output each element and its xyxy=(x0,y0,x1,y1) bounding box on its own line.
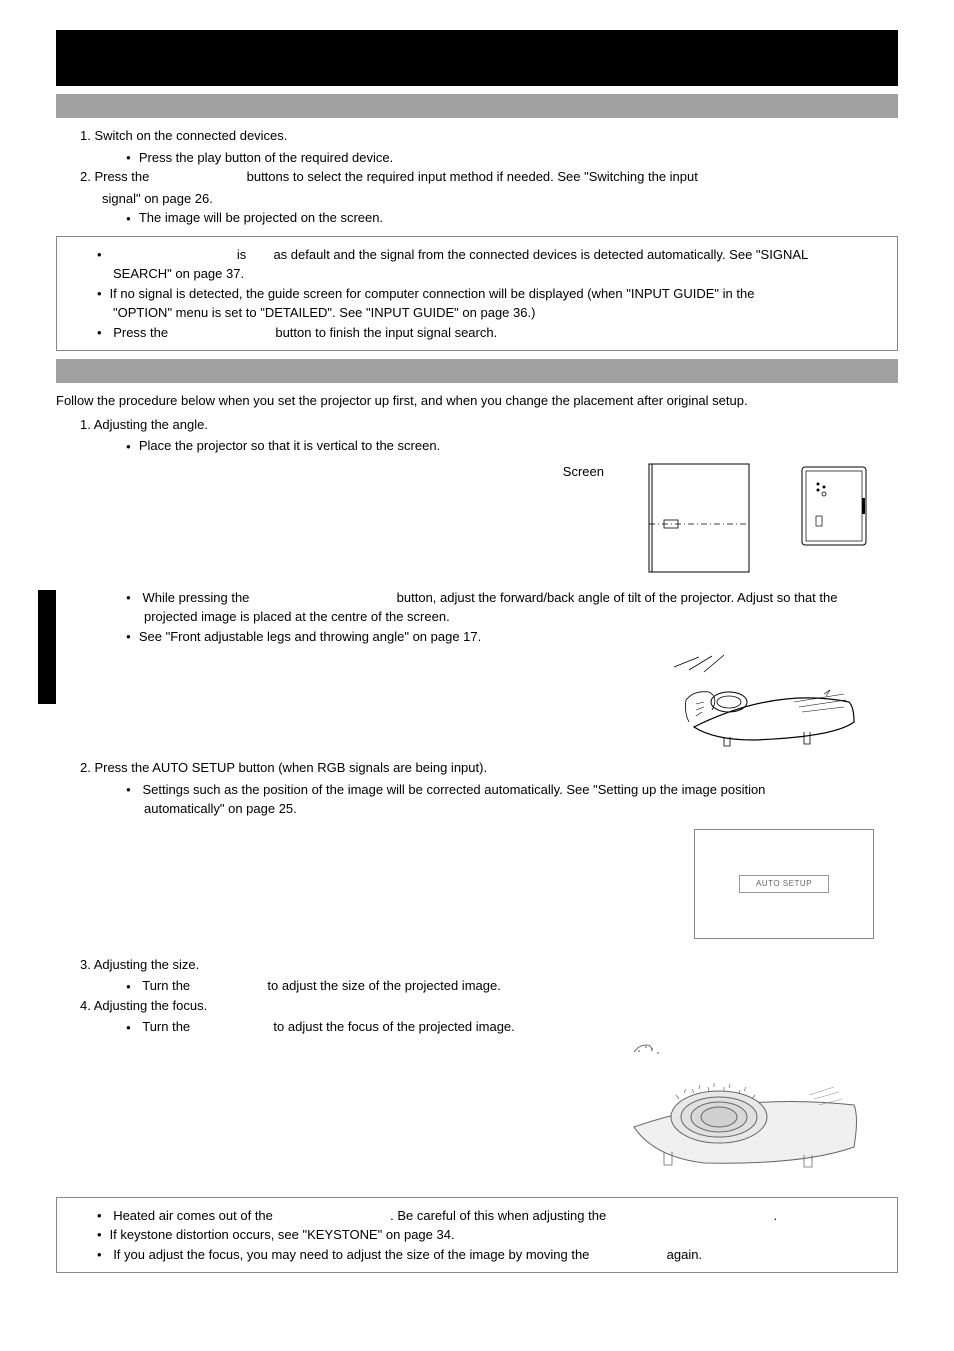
note2-item3-b: again. xyxy=(667,1247,702,1262)
section-2-content-cont: While pressing the button, adjust the fo… xyxy=(56,588,898,647)
step2-3-bullet-a: Turn the xyxy=(142,978,194,993)
section-header-1 xyxy=(56,94,898,118)
step2-1-bullet2-b: button, adjust the forward/back angle of… xyxy=(397,590,838,605)
auto-setup-label: AUTO SETUP xyxy=(739,875,829,893)
step-2-text-b: buttons to select the required input met… xyxy=(247,169,698,184)
note2-item2: If keystone distortion occurs, see "KEYS… xyxy=(97,1225,881,1245)
note1-item2: If no signal is detected, the guide scre… xyxy=(97,284,881,304)
projector-angle-diagram xyxy=(654,652,874,752)
note1-item1: is as default and the signal from the co… xyxy=(97,245,881,265)
section-2-content: 1. Adjusting the angle. Place the projec… xyxy=(56,415,898,456)
page-header xyxy=(56,30,898,86)
step2-4-bullet: Turn the to adjust the focus of the proj… xyxy=(126,1017,898,1037)
note1-item3-b: button to finish the input signal search… xyxy=(275,325,497,340)
note2-item3-a: If you adjust the focus, you may need to… xyxy=(113,1247,593,1262)
step2-4: 4. Adjusting the focus. xyxy=(80,996,898,1016)
note2-item1-c: . xyxy=(773,1208,777,1223)
step-2: 2. Press the buttons to select the requi… xyxy=(80,167,898,187)
note2-item1-a: Heated air comes out of the xyxy=(113,1208,276,1223)
note2-item3: If you adjust the focus, you may need to… xyxy=(97,1245,881,1265)
step-2-bullet: The image will be projected on the scree… xyxy=(126,208,898,228)
step-2-cont: signal" on page 26. xyxy=(80,189,898,209)
screen-diagram xyxy=(644,462,754,582)
step2-2-bullet: Settings such as the position of the ima… xyxy=(126,780,898,800)
step-1-bullet: Press the play button of the required de… xyxy=(126,148,898,168)
step2-1-bullet3: See "Front adjustable legs and throwing … xyxy=(126,627,898,647)
section-1-content: 1. Switch on the connected devices. Pres… xyxy=(56,126,898,228)
step2-4-bullet-b: to adjust the focus of the projected ima… xyxy=(273,1019,514,1034)
figure-row-angle xyxy=(56,652,874,752)
step2-1-bullet2: While pressing the button, adjust the fo… xyxy=(126,588,898,608)
step2-1: 1. Adjusting the angle. xyxy=(80,415,898,435)
note2-item1: Heated air comes out of the . Be careful… xyxy=(97,1206,881,1226)
step-1: 1. Switch on the connected devices. xyxy=(80,126,898,146)
note1-item1-b: as default and the signal from the conne… xyxy=(273,247,808,262)
auto-setup-box: AUTO SETUP xyxy=(694,829,874,939)
section-2-step2: 2. Press the AUTO SETUP button (when RGB… xyxy=(56,758,898,819)
step2-1-bullet1: Place the projector so that it is vertic… xyxy=(126,436,898,456)
figure-row-screen: Screen xyxy=(56,462,874,582)
step2-2-bullet-cont: automatically" on page 25. xyxy=(126,799,898,819)
note2-item1-b: . Be careful of this when adjusting the xyxy=(390,1208,610,1223)
note-box-2: Heated air comes out of the . Be careful… xyxy=(56,1197,898,1274)
section-2-step3-4: 3. Adjusting the size. Turn the to adjus… xyxy=(56,955,898,1037)
note1-item3-a: Press the xyxy=(113,325,172,340)
side-tab xyxy=(38,590,56,704)
step-2-text-a: 2. Press the xyxy=(80,169,153,184)
step2-1-bullet2-cont: projected image is placed at the centre … xyxy=(126,607,898,627)
projector-front-diagram xyxy=(794,462,874,552)
note1-item1-a: is xyxy=(237,247,250,262)
step2-1-bullet2-a: While pressing the xyxy=(142,590,253,605)
step2-4-bullet-a: Turn the xyxy=(142,1019,194,1034)
section-header-2 xyxy=(56,359,898,383)
lens-diagram xyxy=(604,1037,874,1177)
screen-label: Screen xyxy=(563,462,604,482)
step2-2: 2. Press the AUTO SETUP button (when RGB… xyxy=(80,758,898,778)
note1-item3: Press the button to finish the input sig… xyxy=(97,323,881,343)
step2-3-bullet-b: to adjust the size of the projected imag… xyxy=(267,978,500,993)
note-box-1: is as default and the signal from the co… xyxy=(56,236,898,352)
note1-item1-cont: SEARCH" on page 37. xyxy=(97,264,881,284)
section2-intro: Follow the procedure below when you set … xyxy=(56,391,898,411)
step2-2-bullet-a: Settings such as the position of the ima… xyxy=(142,782,765,797)
step2-3-bullet: Turn the to adjust the size of the proje… xyxy=(126,976,898,996)
note1-item2-cont: "OPTION" menu is set to "DETAILED". See … xyxy=(97,303,881,323)
step2-3: 3. Adjusting the size. xyxy=(80,955,898,975)
